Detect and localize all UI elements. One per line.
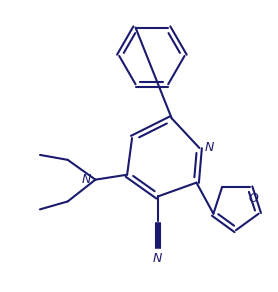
Text: N: N <box>82 173 91 186</box>
Text: N: N <box>153 252 163 265</box>
Text: N: N <box>204 142 214 154</box>
Text: O: O <box>248 192 258 205</box>
